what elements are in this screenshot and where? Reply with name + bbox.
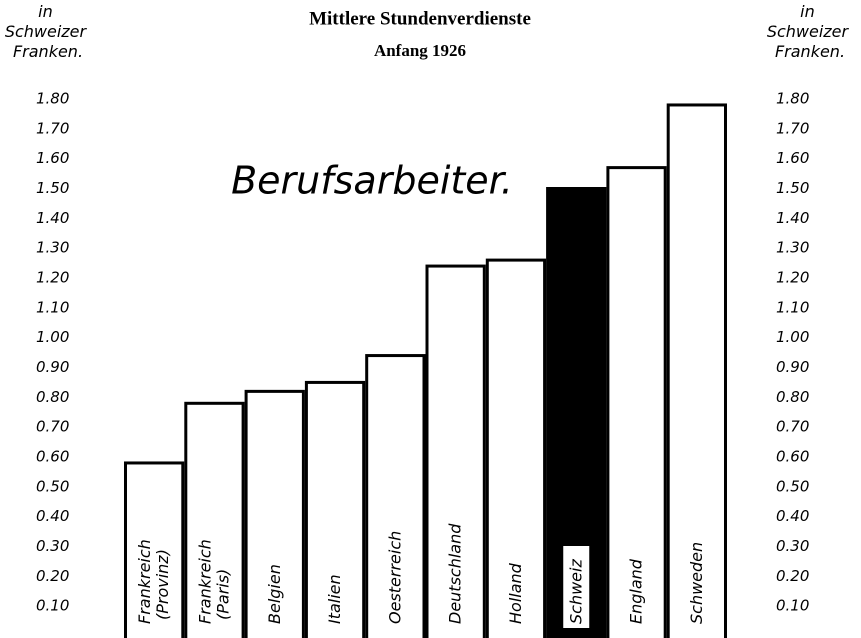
- x-tick-label: Schweiz: [566, 559, 585, 624]
- x-tick-label: England: [626, 558, 645, 624]
- x-tick-label: Frankreich (Provinz): [135, 534, 172, 624]
- y2-tick-label: 1.80: [776, 90, 809, 108]
- x-tick-label: Holland: [505, 562, 524, 624]
- x-tick-label: Italien: [325, 574, 344, 624]
- y-tick-label: 0.10: [36, 597, 69, 615]
- y-tick-label: 0.30: [36, 537, 69, 555]
- y2-tick-label: 1.60: [776, 149, 809, 167]
- y-tick-label: 1.80: [36, 90, 69, 108]
- y2-tick-label: 0.70: [776, 418, 809, 436]
- y-tick-label: 0.60: [36, 448, 69, 466]
- y2-tick-label: 1.30: [776, 239, 809, 257]
- y2-tick-label: 0.10: [776, 597, 809, 615]
- bar: [184, 401, 245, 638]
- y2-tick-label: 1.10: [776, 298, 809, 316]
- y-tick-label: 1.10: [36, 298, 69, 316]
- chart-subtitle: Anfang 1926: [374, 41, 466, 60]
- y-axis-label: in Schweizer Franken.: [5, 2, 91, 61]
- y-tick-label: 0.40: [36, 507, 69, 525]
- y2-tick-label: 0.90: [776, 358, 809, 376]
- x-tick-label: Deutschland: [445, 523, 464, 624]
- annotation: Berufsarbeiter.: [231, 159, 513, 203]
- bar: [304, 380, 366, 638]
- chart-title: Mittlere Stundenverdienste: [309, 8, 531, 29]
- y2-tick-label: 0.60: [776, 448, 809, 466]
- y2-tick-label: 1.40: [776, 209, 809, 227]
- x-tick-label: Schweden: [686, 542, 705, 624]
- bar: [365, 354, 426, 638]
- y-tick-label: 0.90: [36, 358, 69, 376]
- y-tick-label: 0.80: [36, 388, 69, 406]
- y2-tick-label: 0.50: [776, 477, 809, 495]
- y-tick-label: 1.50: [36, 179, 69, 197]
- y2-tick-label: 0.20: [776, 567, 809, 585]
- y-tick-label: 0.70: [36, 418, 69, 436]
- bar: [124, 461, 185, 638]
- y2-tick-label: 0.80: [776, 388, 809, 406]
- bar: [425, 264, 486, 638]
- x-tick-label: Oesterreich: [385, 531, 404, 624]
- y-tick-label: 0.50: [36, 477, 69, 495]
- y-tick-label: 1.20: [36, 269, 69, 287]
- label-box: [563, 546, 590, 628]
- y-tick-label: 1.00: [36, 328, 69, 346]
- y2-tick-label: 0.40: [776, 507, 809, 525]
- y2-tick-label: 1.50: [776, 179, 809, 197]
- bar: [606, 166, 667, 638]
- y2-tick-label: 0.30: [776, 537, 809, 555]
- y-tick-label: 1.40: [36, 209, 69, 227]
- bar: [666, 103, 728, 638]
- y2-tick-label: 1.00: [776, 328, 809, 346]
- y2-tick-label: 1.20: [776, 269, 809, 287]
- y-tick-label: 1.30: [36, 239, 69, 257]
- bar: [485, 258, 547, 638]
- y-tick-label: 1.70: [36, 119, 69, 137]
- y-tick-label: 1.60: [36, 149, 69, 167]
- x-tick-label: Belgien: [264, 564, 283, 624]
- y-tick-label: 0.20: [36, 567, 69, 585]
- y2-axis-label: in Schweizer Franken.: [767, 2, 853, 61]
- bar: [244, 389, 305, 638]
- y2-tick-label: 1.70: [776, 119, 809, 137]
- x-tick-label: Frankreich (Paris): [195, 534, 232, 624]
